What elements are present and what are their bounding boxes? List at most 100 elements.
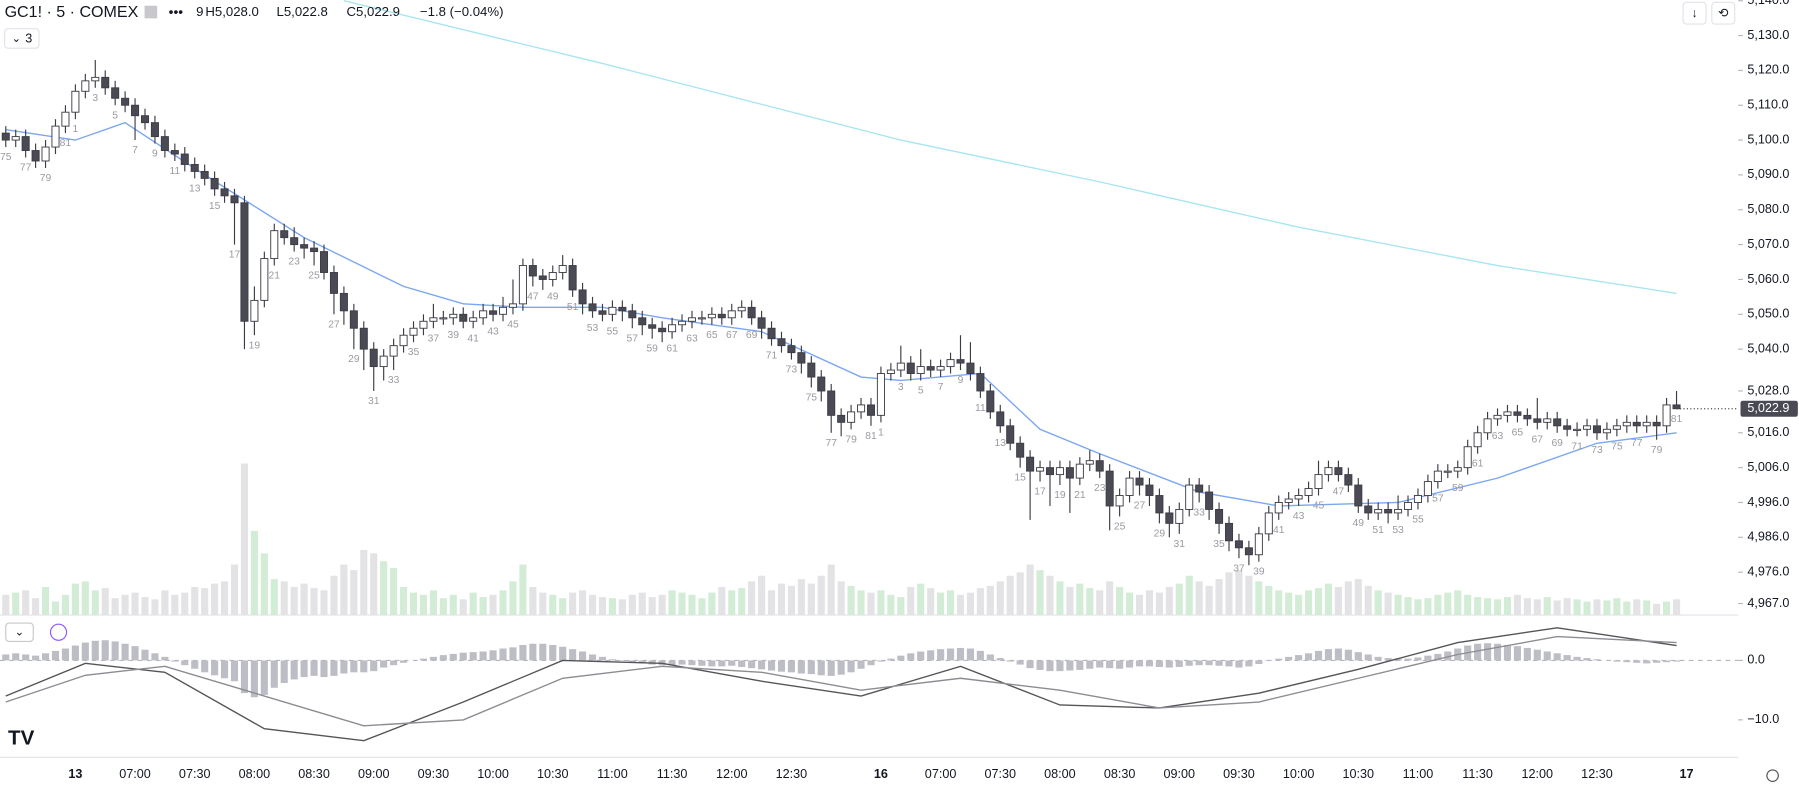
histogram-bar xyxy=(1663,660,1671,663)
histogram-bar xyxy=(1374,656,1382,661)
histogram-bar xyxy=(1106,660,1114,669)
volume-bar xyxy=(370,553,378,616)
volume-bar xyxy=(519,564,527,616)
scroll-button[interactable] xyxy=(1682,1,1707,25)
histogram-bar xyxy=(817,660,825,676)
candle-body xyxy=(1334,467,1343,476)
candle-body xyxy=(1135,477,1144,486)
volume-bar xyxy=(1354,579,1362,616)
volume-bar xyxy=(956,594,965,616)
indicator-toggle[interactable] xyxy=(4,28,40,49)
histogram-bar xyxy=(748,660,756,669)
candle-body xyxy=(906,362,915,375)
histogram-bar xyxy=(887,658,895,661)
candle-body xyxy=(1404,502,1413,510)
volume-bar xyxy=(439,598,447,616)
volume-bar xyxy=(1295,594,1303,616)
candle-body xyxy=(638,317,647,326)
volume-bar xyxy=(1265,585,1273,616)
histogram-bar xyxy=(738,660,746,667)
settings-icon[interactable] xyxy=(1766,769,1779,782)
candle-body xyxy=(1632,421,1641,427)
candle-body xyxy=(1662,404,1671,427)
volume-bar xyxy=(608,598,616,616)
histogram-bar xyxy=(1265,660,1273,662)
volume-bar xyxy=(1056,581,1064,616)
volume-bar xyxy=(1165,586,1173,616)
bar-number: 43 xyxy=(487,326,499,337)
histogram-bar xyxy=(678,660,686,665)
x-tick-label: 08:00 xyxy=(239,767,271,781)
x-tick-label: 08:00 xyxy=(1044,767,1076,781)
volume-bar xyxy=(1633,599,1641,616)
bar-number: 27 xyxy=(328,319,340,330)
flag-icon[interactable] xyxy=(144,5,158,19)
volume-bar xyxy=(1235,570,1243,616)
volume-bar xyxy=(1543,597,1551,616)
histogram-bar xyxy=(539,643,547,661)
histogram-bar xyxy=(439,655,447,661)
volume-bar xyxy=(1563,598,1571,616)
bar-number: 35 xyxy=(1213,539,1225,550)
histogram-bar xyxy=(1434,653,1442,661)
histogram-bar xyxy=(370,660,378,672)
histogram-bar xyxy=(1235,660,1243,668)
candle-body xyxy=(1304,488,1313,496)
volume-bar xyxy=(429,590,437,616)
candle-body xyxy=(1006,425,1015,444)
histogram-bar xyxy=(638,660,646,664)
bar-number: 33 xyxy=(1193,508,1205,519)
volume-bar xyxy=(648,597,656,616)
candle-body xyxy=(1483,418,1492,434)
volume-bar xyxy=(340,564,348,616)
histogram-bar xyxy=(1613,660,1621,662)
bar-number: 37 xyxy=(1233,563,1245,574)
candle-body xyxy=(1234,540,1243,549)
histogram-bar xyxy=(1583,658,1591,661)
candle-body xyxy=(628,310,637,319)
candle-body xyxy=(170,150,179,155)
candle-body xyxy=(1364,505,1373,514)
volume-bar xyxy=(1484,598,1492,616)
candle-body xyxy=(797,352,806,364)
bar-number: 11 xyxy=(975,403,986,414)
bar-number: 35 xyxy=(408,347,420,358)
bar-number: 55 xyxy=(1412,514,1424,525)
candle-body xyxy=(1284,498,1293,503)
volume-bar xyxy=(419,594,428,616)
histogram-bar xyxy=(101,640,109,661)
reset-button[interactable] xyxy=(1711,1,1736,25)
bar-number: 45 xyxy=(507,319,519,330)
candle-body xyxy=(1384,508,1393,514)
pane-toggle[interactable] xyxy=(5,622,34,642)
volume-bar xyxy=(579,590,587,616)
volume-bar xyxy=(1046,575,1054,616)
histogram-bar xyxy=(499,648,507,661)
candle-body xyxy=(1195,484,1204,493)
candle-body xyxy=(1354,484,1363,507)
x-tick-label: 07:30 xyxy=(984,767,1016,781)
candle-body xyxy=(121,97,130,106)
volume-bar xyxy=(1404,597,1412,616)
volume-bar xyxy=(230,564,239,616)
histogram-bar xyxy=(1513,646,1521,661)
candle-body xyxy=(508,303,517,308)
histogram-bar xyxy=(937,649,945,661)
sync-icon[interactable] xyxy=(49,623,68,641)
bar-number: 47 xyxy=(527,291,539,302)
candle-body xyxy=(866,404,876,416)
volume-bar xyxy=(678,592,686,616)
candle-body xyxy=(1105,470,1114,507)
histogram-bar xyxy=(1016,660,1024,665)
candle-body xyxy=(290,237,299,246)
y-tick-label: 5,130.0 xyxy=(1747,28,1789,42)
ohlc-low: L5,022.8 xyxy=(277,4,328,19)
histogram-bar xyxy=(1155,660,1163,667)
more-icon[interactable]: ••• xyxy=(169,4,184,19)
candle-body xyxy=(389,345,398,357)
histogram-bar xyxy=(986,654,994,661)
moving-average xyxy=(343,0,1677,295)
bar-number: 11 xyxy=(169,166,180,177)
volume-bar xyxy=(1314,588,1323,616)
x-tick-label: 11:00 xyxy=(1403,767,1434,781)
